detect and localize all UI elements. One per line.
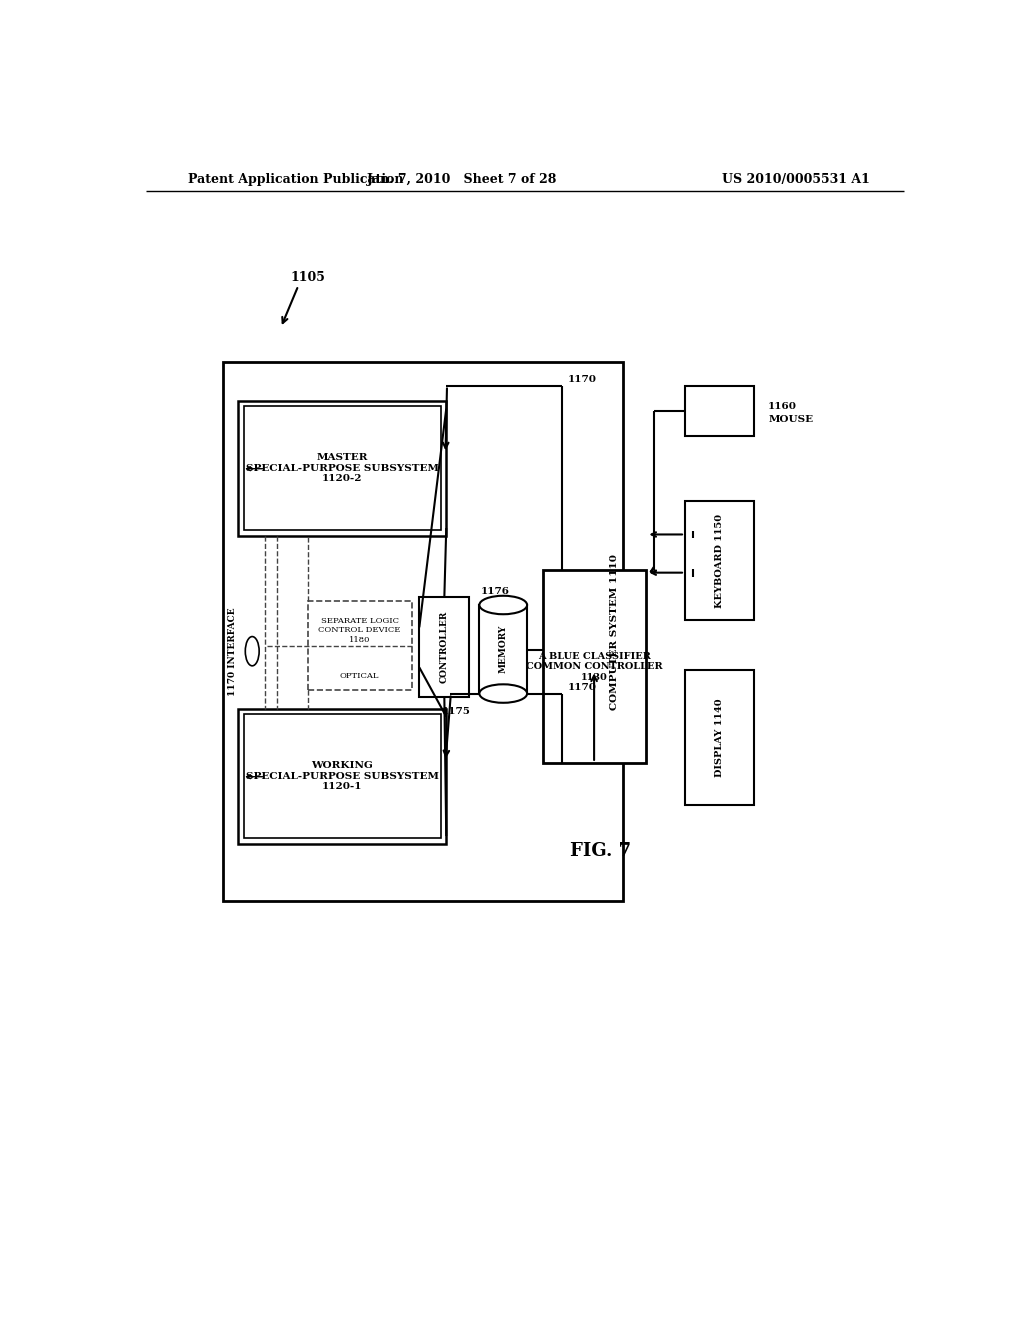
Ellipse shape bbox=[246, 636, 259, 665]
Text: 1170: 1170 bbox=[568, 682, 597, 692]
Ellipse shape bbox=[479, 684, 527, 702]
Text: Patent Application Publication: Patent Application Publication bbox=[188, 173, 403, 186]
Text: DISPLAY 1140: DISPLAY 1140 bbox=[715, 698, 724, 777]
Text: SEPARATE LOGIC
CONTROL DEVICE
1180: SEPARATE LOGIC CONTROL DEVICE 1180 bbox=[318, 618, 400, 644]
Text: WORKING
SPECIAL-PURPOSE SUBSYSTEM
1120-1: WORKING SPECIAL-PURPOSE SUBSYSTEM 1120-1 bbox=[246, 762, 439, 791]
Bar bbox=[244, 407, 441, 531]
Bar bbox=[685, 671, 755, 805]
Bar bbox=[479, 605, 527, 693]
Bar bbox=[239, 709, 446, 843]
Text: COMPUTER SYSTEM 1110: COMPUTER SYSTEM 1110 bbox=[609, 554, 618, 710]
Text: A BLUE CLASSIFIER
COMMON CONTROLLER
1130: A BLUE CLASSIFIER COMMON CONTROLLER 1130 bbox=[526, 652, 663, 681]
Text: MOUSE: MOUSE bbox=[768, 416, 813, 424]
Ellipse shape bbox=[479, 595, 527, 614]
Text: 1170: 1170 bbox=[568, 375, 597, 384]
Bar bbox=[239, 401, 446, 536]
Bar bbox=[543, 570, 646, 763]
Text: OPTICAL: OPTICAL bbox=[340, 672, 379, 680]
Bar bbox=[244, 714, 441, 838]
Text: 1176: 1176 bbox=[481, 586, 510, 595]
Bar bbox=[307, 601, 412, 689]
Bar bbox=[685, 385, 755, 436]
Text: Jan. 7, 2010   Sheet 7 of 28: Jan. 7, 2010 Sheet 7 of 28 bbox=[367, 173, 557, 186]
Text: 1170 INTERFACE: 1170 INTERFACE bbox=[228, 607, 238, 696]
Text: KEYBOARD 1150: KEYBOARD 1150 bbox=[715, 513, 724, 607]
Text: FIG. 7: FIG. 7 bbox=[569, 842, 631, 861]
Text: MEMORY: MEMORY bbox=[499, 626, 508, 673]
Bar bbox=[419, 597, 469, 697]
Text: 1175: 1175 bbox=[441, 706, 470, 715]
Text: CONTROLLER: CONTROLLER bbox=[440, 611, 449, 684]
Bar bbox=[685, 502, 755, 620]
Text: US 2010/0005531 A1: US 2010/0005531 A1 bbox=[722, 173, 869, 186]
Text: MASTER
SPECIAL-PURPOSE SUBSYSTEM
1120-2: MASTER SPECIAL-PURPOSE SUBSYSTEM 1120-2 bbox=[246, 454, 439, 483]
Text: 1160: 1160 bbox=[768, 403, 797, 412]
Bar bbox=[223, 363, 624, 902]
Text: 1105: 1105 bbox=[291, 271, 326, 284]
